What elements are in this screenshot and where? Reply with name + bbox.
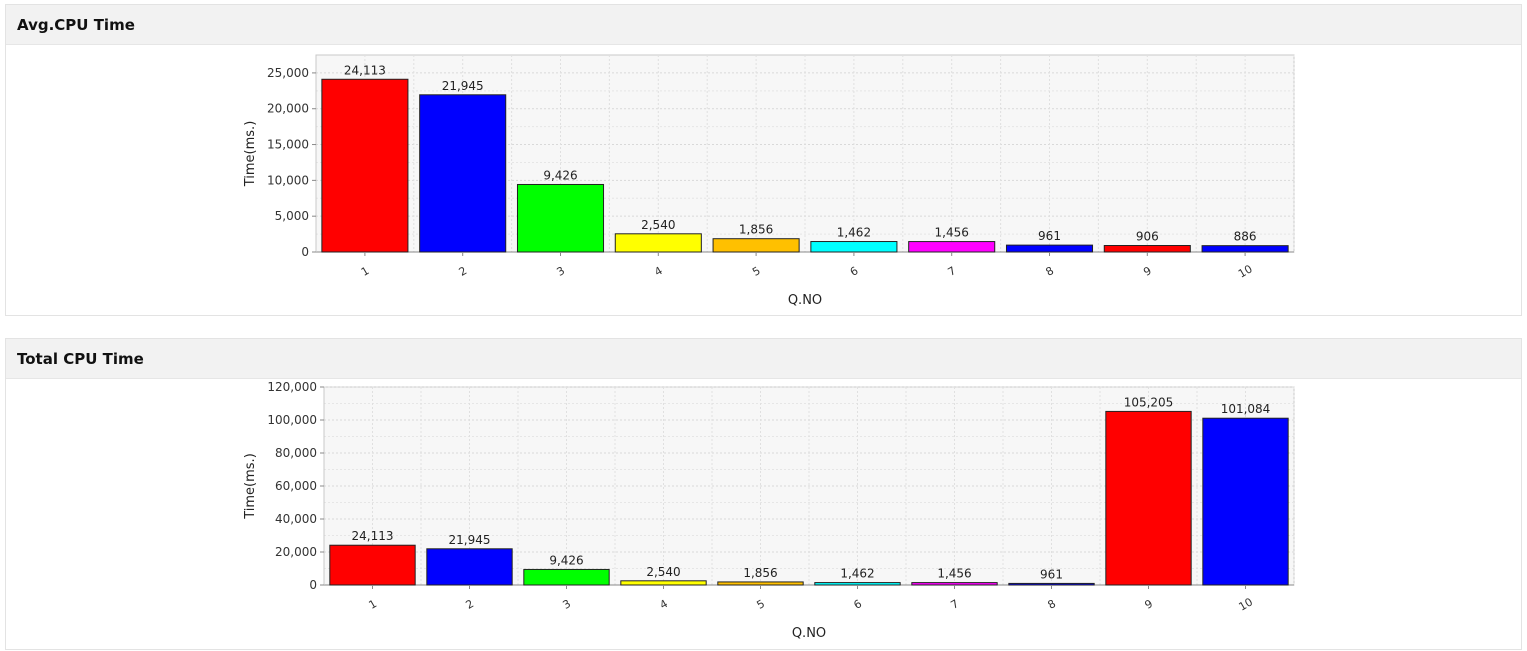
x-tick-label: 10: [1236, 595, 1255, 613]
data-label: 2,540: [641, 218, 675, 232]
avg-cpu-panel: Avg.CPU Time 0 5,000 10,000 15,000 20,000 25,…: [5, 4, 1522, 316]
x-tick-label: 5: [750, 264, 763, 279]
bar: [911, 582, 998, 586]
x-tick-label: 8: [1045, 597, 1058, 612]
panel-header: Total CPU Time: [6, 339, 1521, 379]
y-tick-label: 5,000: [275, 209, 309, 223]
y-tick-label: 40,000: [275, 512, 317, 526]
x-tick-label: 7: [948, 597, 961, 612]
y-axis-title: Time(ms.): [243, 121, 258, 188]
x-tick-label: 7: [946, 264, 959, 279]
data-label: 24,113: [352, 529, 394, 543]
y-tick-label: 80,000: [275, 446, 317, 460]
bar: [908, 241, 996, 253]
data-label: 9,426: [549, 553, 583, 567]
bar: [1105, 410, 1192, 586]
total-cpu-chart: 0 20,000 40,000 60,000 80,000 100,000 120,000 2…: [243, 380, 1295, 641]
x-tick-label: 10: [1236, 262, 1255, 280]
data-label: 2,540: [646, 565, 680, 579]
bar: [712, 238, 800, 253]
data-label: 961: [1040, 567, 1063, 581]
bar: [814, 582, 901, 586]
panel-header: Avg.CPU Time: [6, 5, 1521, 45]
bar: [419, 94, 507, 253]
x-tick-label: 4: [657, 597, 670, 612]
x-tick-label: 9: [1142, 597, 1155, 612]
y-tick-label: 100,000: [267, 413, 317, 427]
y-tick-label: 60,000: [275, 479, 317, 493]
x-tick-label: 5: [754, 597, 767, 612]
bar: [1005, 244, 1094, 253]
bar: [1103, 245, 1191, 253]
y-tick-label: 0: [309, 578, 317, 592]
x-tick-label: 9: [1141, 264, 1154, 279]
data-label: 9,426: [543, 168, 577, 182]
data-label: 1,462: [840, 567, 874, 581]
bar: [321, 78, 409, 253]
bar: [516, 183, 605, 253]
x-axis-title: Q.NO: [792, 626, 826, 641]
bar: [1008, 582, 1095, 586]
total-cpu-panel: Total CPU Time 0 20,000 40,000 60,000 80,000…: [5, 338, 1522, 650]
x-tick-label: 3: [560, 597, 573, 612]
y-tick-label: 25,000: [267, 66, 309, 80]
bar: [620, 580, 707, 586]
data-label: 21,945: [449, 533, 491, 547]
data-label: 1,462: [837, 226, 871, 240]
data-label: 906: [1136, 230, 1159, 244]
panel-title: Avg.CPU Time: [17, 16, 135, 34]
x-tick-label: 6: [851, 597, 864, 612]
bar: [1201, 245, 1289, 253]
data-label: 1,456: [935, 226, 969, 240]
y-tick-label: 20,000: [275, 545, 317, 559]
y-tick-label: 15,000: [267, 138, 309, 152]
data-label: 1,856: [739, 223, 773, 237]
bar: [717, 581, 804, 586]
x-tick-label: 1: [359, 264, 372, 279]
x-tick-label: 4: [652, 264, 665, 279]
data-label: 101,084: [1221, 402, 1271, 416]
x-tick-label: 8: [1043, 264, 1056, 279]
bar: [329, 544, 416, 586]
bar: [810, 241, 898, 253]
data-label: 24,113: [344, 63, 386, 77]
bar: [1202, 417, 1289, 586]
x-tick-label: 3: [554, 264, 567, 279]
y-tick-label: 20,000: [267, 102, 309, 116]
y-tick-label: 120,000: [267, 380, 317, 394]
data-label: 105,205: [1124, 395, 1174, 409]
x-tick-label: 2: [463, 597, 476, 612]
bar: [426, 548, 513, 586]
x-tick-label: 2: [457, 264, 470, 279]
data-label: 21,945: [442, 79, 484, 93]
data-label: 1,856: [743, 566, 777, 580]
x-tick-label: 1: [366, 597, 379, 612]
data-label: 961: [1038, 229, 1061, 243]
data-label: 886: [1234, 230, 1257, 244]
bar: [523, 568, 610, 586]
data-label: 1,456: [937, 567, 971, 581]
y-tick-label: 10,000: [267, 173, 309, 187]
y-tick-label: 0: [301, 245, 309, 259]
x-axis-title: Q.NO: [788, 293, 822, 308]
y-axis-title: Time(ms.): [243, 453, 258, 520]
bar: [614, 233, 702, 253]
panel-title: Total CPU Time: [17, 350, 144, 368]
x-tick-label: 6: [848, 264, 861, 279]
